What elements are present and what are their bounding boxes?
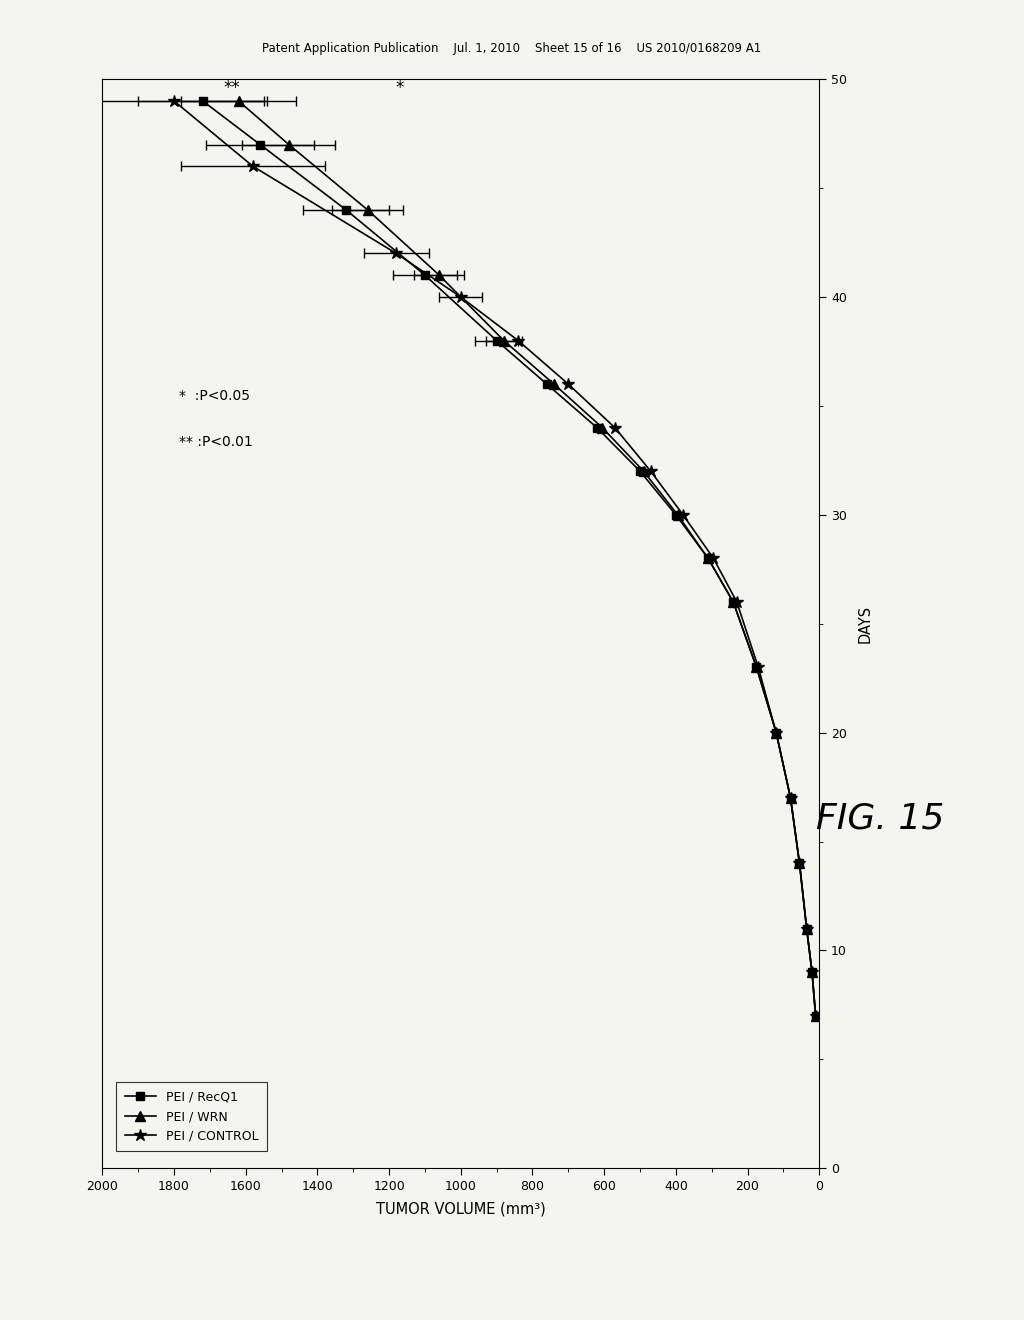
PEI / RecQ1 bbox=[197, 92, 209, 110]
PEI / RecQ1 bbox=[419, 267, 431, 284]
PEI / RecQ1 bbox=[801, 921, 813, 937]
PEI / RecQ1 bbox=[809, 1008, 821, 1024]
PEI / CONTROL bbox=[809, 1008, 821, 1024]
PEI / WRN bbox=[433, 267, 445, 284]
PEI / CONTROL bbox=[168, 92, 180, 110]
PEI / CONTROL bbox=[512, 333, 524, 348]
Text: *  :P<0.05: * :P<0.05 bbox=[179, 389, 250, 403]
PEI / RecQ1 bbox=[701, 550, 714, 566]
PEI / CONTROL bbox=[801, 921, 813, 937]
PEI / WRN bbox=[232, 92, 245, 110]
PEI / WRN bbox=[727, 594, 739, 610]
PEI / WRN bbox=[784, 789, 797, 805]
PEI / WRN bbox=[596, 420, 608, 436]
Legend: PEI / RecQ1, PEI / WRN, PEI / CONTROL: PEI / RecQ1, PEI / WRN, PEI / CONTROL bbox=[116, 1082, 267, 1151]
PEI / CONTROL bbox=[708, 550, 720, 566]
PEI / RecQ1 bbox=[806, 964, 818, 979]
PEI / WRN bbox=[283, 136, 295, 152]
PEI / CONTROL bbox=[770, 725, 782, 741]
Y-axis label: DAYS: DAYS bbox=[858, 605, 873, 643]
PEI / CONTROL bbox=[608, 420, 621, 436]
Text: FIG. 15: FIG. 15 bbox=[816, 801, 945, 836]
PEI / CONTROL bbox=[455, 289, 467, 305]
PEI / RecQ1 bbox=[770, 725, 782, 741]
PEI / WRN bbox=[548, 376, 560, 392]
PEI / RecQ1 bbox=[751, 660, 763, 676]
PEI / CONTROL bbox=[806, 964, 818, 979]
PEI / RecQ1 bbox=[784, 789, 797, 805]
PEI / WRN bbox=[806, 964, 818, 979]
Text: *: * bbox=[395, 79, 404, 96]
Line: PEI / CONTROL: PEI / CONTROL bbox=[168, 95, 822, 1022]
PEI / RecQ1 bbox=[254, 136, 266, 152]
PEI / WRN bbox=[809, 1008, 821, 1024]
PEI / CONTROL bbox=[390, 246, 402, 261]
PEI / RecQ1 bbox=[591, 420, 603, 436]
PEI / CONTROL bbox=[562, 376, 574, 392]
PEI / WRN bbox=[637, 463, 649, 479]
PEI / RecQ1 bbox=[634, 463, 646, 479]
PEI / CONTROL bbox=[247, 158, 259, 174]
X-axis label: TUMOR VOLUME (mm³): TUMOR VOLUME (mm³) bbox=[376, 1201, 546, 1216]
Line: PEI / RecQ1: PEI / RecQ1 bbox=[199, 98, 819, 1019]
PEI / RecQ1 bbox=[490, 333, 503, 348]
PEI / CONTROL bbox=[730, 594, 742, 610]
PEI / WRN bbox=[770, 725, 782, 741]
Text: Patent Application Publication    Jul. 1, 2010    Sheet 15 of 16    US 2010/0168: Patent Application Publication Jul. 1, 2… bbox=[262, 42, 762, 55]
PEI / RecQ1 bbox=[727, 594, 739, 610]
Text: **: ** bbox=[223, 79, 240, 96]
PEI / WRN bbox=[701, 550, 714, 566]
PEI / CONTROL bbox=[794, 855, 806, 871]
PEI / RecQ1 bbox=[340, 202, 352, 218]
PEI / WRN bbox=[361, 202, 374, 218]
Text: ** :P<0.01: ** :P<0.01 bbox=[179, 436, 253, 449]
PEI / RecQ1 bbox=[794, 855, 806, 871]
PEI / CONTROL bbox=[645, 463, 657, 479]
PEI / WRN bbox=[794, 855, 806, 871]
PEI / RecQ1 bbox=[670, 507, 682, 523]
PEI / CONTROL bbox=[784, 789, 797, 805]
PEI / CONTROL bbox=[752, 660, 764, 676]
PEI / WRN bbox=[672, 507, 684, 523]
PEI / CONTROL bbox=[677, 507, 689, 523]
PEI / WRN bbox=[751, 660, 763, 676]
Line: PEI / WRN: PEI / WRN bbox=[234, 96, 820, 1020]
PEI / WRN bbox=[498, 333, 510, 348]
PEI / WRN bbox=[801, 921, 813, 937]
PEI / RecQ1 bbox=[541, 376, 553, 392]
